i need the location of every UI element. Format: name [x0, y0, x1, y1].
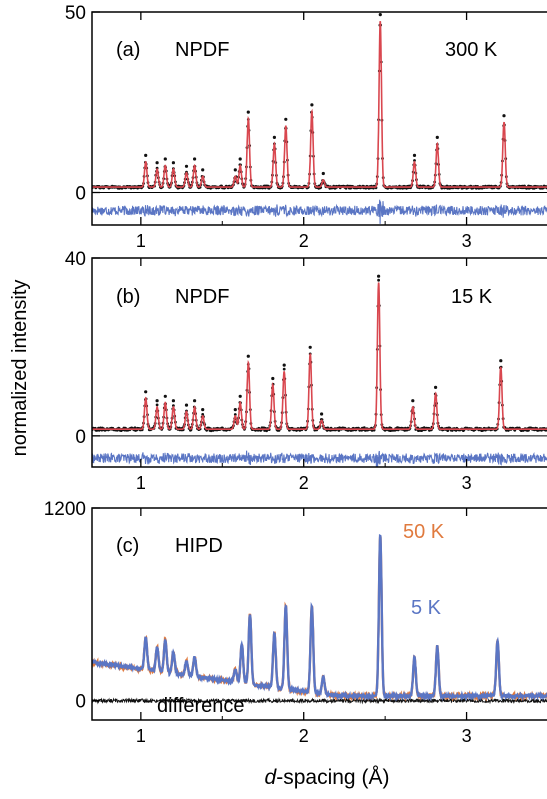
panel-a-peak-point	[272, 135, 276, 139]
panel-b-peak-point	[238, 394, 242, 398]
panel-b-peak-point	[434, 385, 438, 389]
panel-c-ytick-label: 0	[75, 692, 86, 713]
panel-b-label: (b)	[116, 286, 140, 308]
panel-c-xtick-label: 2	[299, 726, 309, 746]
panel-b-peak-point	[411, 399, 415, 403]
panel-a-peak-point	[435, 135, 439, 139]
panel-b-temperature: 15 K	[451, 286, 493, 308]
panel-b-ticks: 1 2 3 0 40	[65, 249, 472, 493]
panel-b-observed-point	[233, 413, 237, 416]
panel-a-traces	[92, 13, 547, 224]
panel-b-frame	[91, 257, 547, 468]
panel-c-ticks: 1 2 3 0 1200	[44, 499, 472, 746]
panel-a-peak-point	[321, 171, 325, 176]
panel-b-peak-point	[144, 390, 148, 394]
panel-c-difference-curve	[92, 697, 547, 705]
panel-b-peak-point	[201, 408, 205, 412]
panel-c-ytick-label: 1200	[44, 499, 86, 520]
panel-a-peak-point	[233, 168, 237, 172]
panel-b-peak-point	[233, 408, 237, 412]
panel-b-peak-point	[377, 274, 381, 278]
panel-b-xtick-label: 1	[136, 473, 146, 493]
panel-b-observed-point	[282, 367, 286, 371]
panel-a-observed-point	[413, 159, 416, 162]
panel-c-5k-trace	[92, 533, 547, 702]
panel-b-peak-point	[320, 412, 324, 416]
panel-a-difference-curve	[92, 199, 547, 224]
panel-a-peak-point	[155, 161, 159, 165]
panel-a-label: (a)	[116, 39, 140, 61]
x-axis-label: d-spacing (Å)	[265, 766, 390, 789]
panel-b: 1 2 3 0 40 (b) NPDF 15 K	[65, 249, 547, 493]
panel-b-peak-point	[171, 399, 175, 403]
panel-b-calculated-curve	[92, 282, 547, 431]
panel-b-observed-point	[172, 404, 175, 407]
panel-c-instrument: HIPD	[175, 535, 223, 557]
panel-a-xtick-label: 1	[136, 231, 146, 251]
panel-c: 1 2 3 0 1200 (c) HIPD 50 K 5 K difference	[44, 499, 547, 746]
panel-b-observed-point	[201, 413, 205, 416]
panel-a-peak-point	[201, 168, 205, 172]
panel-a-peak-point	[378, 13, 382, 17]
panel-a-peak-point	[310, 103, 314, 107]
panel-a-instrument: NPDF	[175, 39, 229, 61]
panel-a-peak-point	[246, 110, 250, 114]
panel-b-xtick-label: 3	[462, 473, 472, 493]
panel-a-peak-point	[163, 157, 167, 161]
panel-a-ytick-label: 0	[75, 184, 86, 205]
panel-b-peak-point	[184, 403, 189, 407]
panel-b-difference-curve	[92, 450, 547, 467]
panel-c-xtick-label: 1	[136, 726, 146, 746]
panel-c-label: (c)	[116, 535, 139, 557]
panel-a-ytick-label: 50	[65, 3, 86, 24]
panel-a-xtick-label: 2	[299, 231, 309, 251]
panel-a-peak-point	[184, 164, 189, 168]
panel-a-peak-point	[502, 114, 506, 118]
panel-b-peak-point	[499, 359, 503, 363]
panel-a-peak-point	[193, 157, 197, 161]
panel-b-peak-point	[193, 399, 197, 403]
panel-b-observed-point	[377, 278, 380, 282]
panel-b-ytick-label: 0	[75, 427, 86, 448]
panel-b-instrument: NPDF	[175, 286, 229, 308]
panel-a-frame	[91, 11, 547, 226]
panel-c-50k-trace	[92, 535, 547, 702]
y-axis-label: normalized intensity	[9, 280, 31, 457]
panel-b-peak-point	[282, 363, 286, 367]
panel-b-peak-point	[163, 394, 167, 398]
panel-a: 1 2 3 0 50 (a) NPDF 300 K	[65, 3, 547, 251]
panel-a-peak-point	[284, 117, 288, 121]
panel-c-frame	[91, 507, 547, 721]
panel-a-peak-point	[144, 153, 148, 157]
panel-b-peak-point	[308, 345, 312, 349]
panel-a-peak-point	[238, 157, 242, 161]
panel-c-temperature-50k: 50 K	[403, 521, 445, 543]
panel-b-xtick-label: 2	[299, 473, 309, 493]
panel-b-observed-point	[155, 403, 159, 407]
panel-b-peak-point	[271, 376, 275, 381]
x-axis-label-rest: -spacing (Å)	[276, 766, 389, 789]
panel-a-calculated-curve	[92, 21, 547, 188]
panel-a-peak-point	[412, 153, 417, 157]
panel-a-ticks: 1 2 3 0 50	[65, 3, 472, 251]
panel-c-temperature-5k: 5 K	[411, 597, 442, 619]
panel-a-peak-point	[171, 161, 175, 165]
panel-b-peak-point	[246, 354, 250, 358]
x-axis-label-italic: d	[265, 766, 278, 789]
panel-b-ytick-label: 40	[65, 249, 86, 270]
panel-c-traces	[92, 533, 547, 705]
panel-a-temperature: 300 K	[445, 39, 498, 61]
panel-b-peak-point	[155, 399, 159, 403]
panel-c-difference-label: difference	[157, 695, 244, 717]
panel-a-xtick-label: 3	[462, 231, 472, 251]
panel-c-xtick-label: 3	[462, 726, 472, 746]
